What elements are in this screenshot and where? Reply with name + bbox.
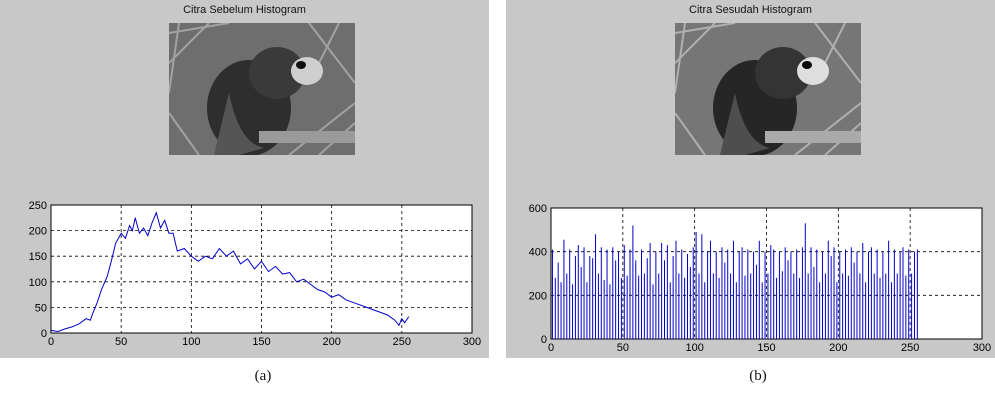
histogram-after: 0 50 100 150 200 250 300 0 200 400 600 <box>529 203 992 354</box>
y-tick-label: 100 <box>29 277 47 289</box>
x-tick-label: 300 <box>463 336 481 348</box>
y-tick-label: 50 <box>35 302 47 314</box>
panel-title: Citra Sebelum Histogram <box>183 4 306 16</box>
x-tick-label: 0 <box>548 342 554 354</box>
x-tick-label: 0 <box>48 336 54 348</box>
parrot-photo <box>169 23 355 155</box>
x-tick-label: 250 <box>393 336 411 348</box>
y-tick-label: 0 <box>41 328 47 340</box>
y-tick-label: 400 <box>529 247 547 259</box>
panel-title: Citra Sesudah Histogram <box>689 4 812 16</box>
caption-a: (a) <box>254 368 272 384</box>
y-tick-label: 200 <box>29 226 47 238</box>
x-tick-label: 100 <box>182 336 200 348</box>
x-tick-label: 200 <box>829 342 847 354</box>
caption-b: (b) <box>749 368 767 384</box>
x-tick-label: 50 <box>115 336 127 348</box>
x-tick-label: 300 <box>973 342 991 354</box>
y-tick-label: 150 <box>29 251 47 263</box>
y-tick-label: 0 <box>541 334 547 346</box>
panel-before: Citra Sebelum Histogram 0 50 100 150 200 250 3… <box>0 0 489 358</box>
y-tick-label: 200 <box>529 290 547 302</box>
histogram-before: 0 50 100 150 200 250 300 0 50 100 150 200 250 <box>29 200 482 348</box>
panel-after: Citra Sesudah Histogram 0 50 100 150 200 250 3… <box>506 0 995 358</box>
plot-area <box>50 204 473 334</box>
histogram-line <box>50 211 410 333</box>
x-tick-label: 250 <box>901 342 919 354</box>
parrot-photo <box>675 23 861 155</box>
y-tick-label: 600 <box>529 203 547 215</box>
x-tick-label: 150 <box>252 336 270 348</box>
x-tick-label: 100 <box>685 342 703 354</box>
x-tick-label: 150 <box>757 342 775 354</box>
x-tick-label: 200 <box>322 336 340 348</box>
y-tick-label: 250 <box>29 200 47 212</box>
x-tick-label: 50 <box>617 342 629 354</box>
